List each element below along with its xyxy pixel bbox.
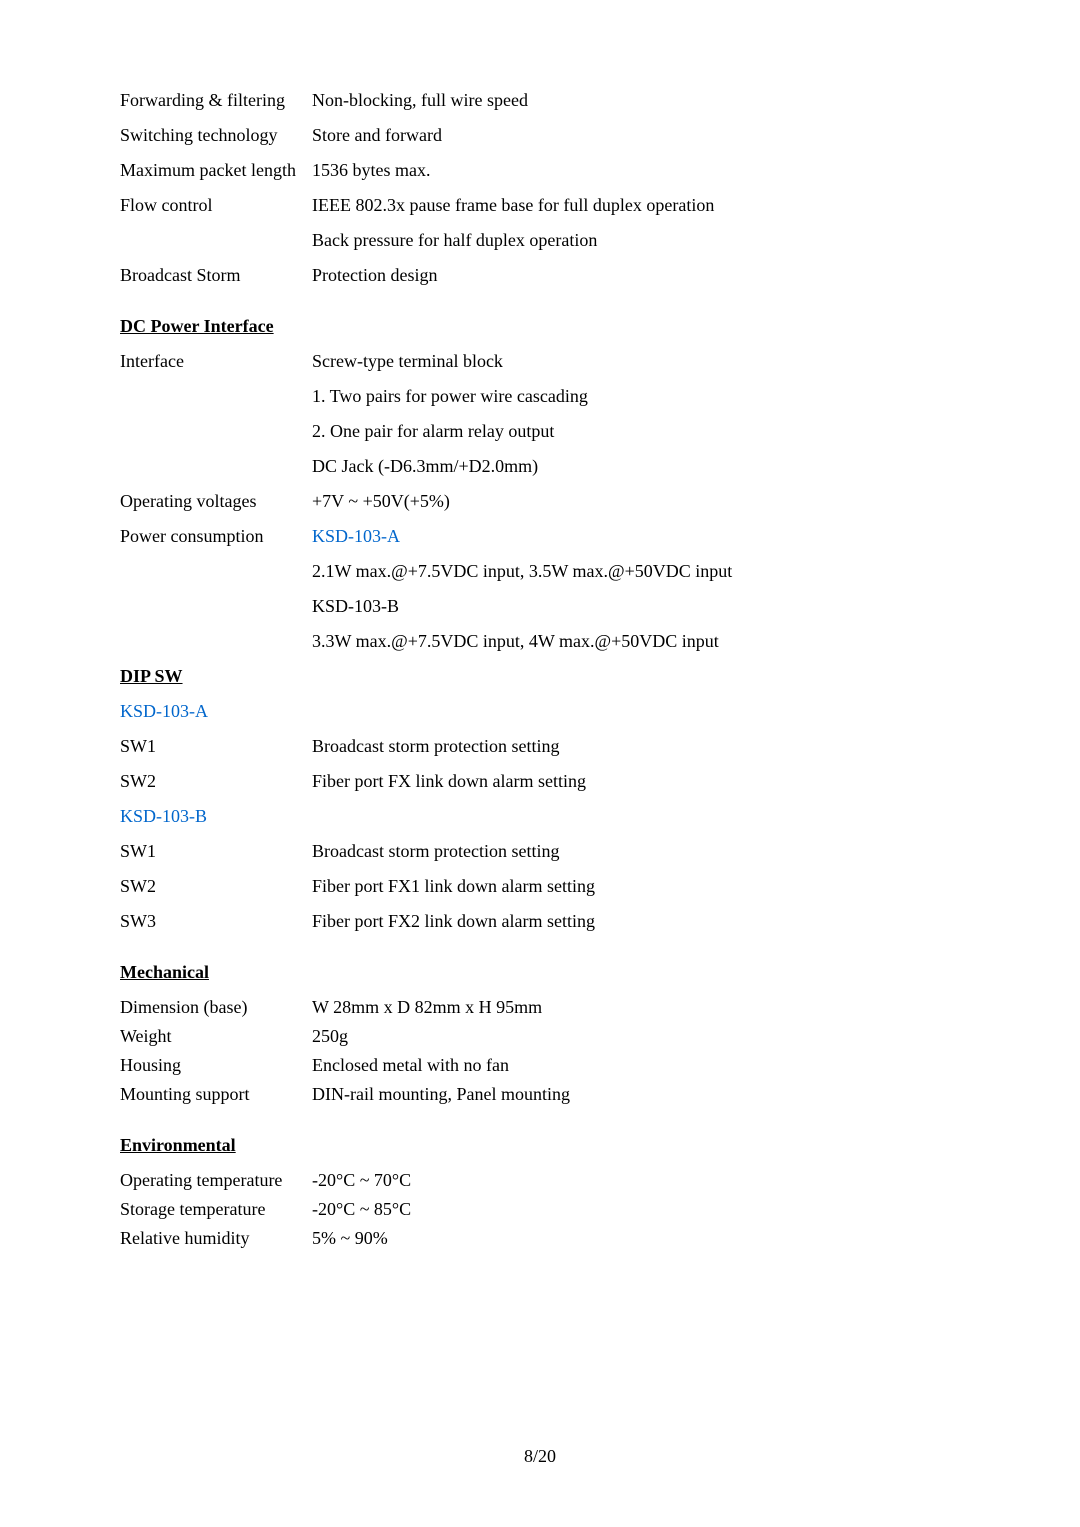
spec-row-flow-control: Flow control IEEE 802.3x pause frame bas… (120, 195, 960, 216)
spec-value: Enclosed metal with no fan (312, 1055, 960, 1076)
spec-row-housing: Housing Enclosed metal with no fan (120, 1055, 960, 1076)
spec-row-sw3-b: SW3 Fiber port FX2 link down alarm setti… (120, 911, 960, 932)
consumption-model-b-value: 3.3W max.@+7.5VDC input, 4W max.@+50VDC … (312, 631, 960, 652)
spec-label: Broadcast Storm (120, 265, 312, 286)
product-model-b: KSD-103-B (120, 806, 207, 827)
spec-value: -20°C ~ 85°C (312, 1199, 960, 1220)
dc-power-header: DC Power Interface (120, 316, 960, 337)
spec-row-op-temp: Operating temperature -20°C ~ 70°C (120, 1170, 960, 1191)
spec-row-consumption: Power consumption KSD-103-A (120, 526, 960, 547)
spec-value: Screw-type terminal block (312, 351, 960, 372)
spec-label: Flow control (120, 195, 312, 216)
spec-row-sw2-a: SW2 Fiber port FX link down alarm settin… (120, 771, 960, 792)
spec-value: +7V ~ +50V(+5%) (312, 491, 960, 512)
spec-value: -20°C ~ 70°C (312, 1170, 960, 1191)
dip-sw-model-a: KSD-103-A (120, 701, 960, 722)
product-model-a: KSD-103-A (312, 526, 960, 547)
spec-value: 1536 bytes max. (312, 160, 960, 181)
spec-value: Fiber port FX1 link down alarm setting (312, 876, 960, 897)
page-number: 8/20 (0, 1446, 1080, 1467)
spec-row-sw2-b: SW2 Fiber port FX1 link down alarm setti… (120, 876, 960, 897)
product-model-b: KSD-103-B (312, 596, 960, 617)
spec-value: Broadcast storm protection setting (312, 841, 960, 862)
page-container: Forwarding & filtering Non-blocking, ful… (0, 0, 1080, 1527)
spec-row-sw1-a: SW1 Broadcast storm protection setting (120, 736, 960, 757)
spec-row-humidity: Relative humidity 5% ~ 90% (120, 1228, 960, 1249)
spec-label: Operating voltages (120, 491, 312, 512)
spec-label: Dimension (base) (120, 997, 312, 1018)
spec-row-weight: Weight 250g (120, 1026, 960, 1047)
product-model-a: KSD-103-A (120, 701, 208, 722)
spec-label: Housing (120, 1055, 312, 1076)
spec-label: SW2 (120, 876, 312, 897)
spec-row-mounting: Mounting support DIN-rail mounting, Pane… (120, 1084, 960, 1105)
spec-value: Fiber port FX2 link down alarm setting (312, 911, 960, 932)
spec-value: Store and forward (312, 125, 960, 146)
interface-line: 1. Two pairs for power wire cascading (312, 386, 960, 407)
spec-label: Switching technology (120, 125, 312, 146)
spec-label: SW1 (120, 736, 312, 757)
spec-label: Interface (120, 351, 312, 372)
environmental-header: Environmental (120, 1135, 960, 1156)
dip-sw-model-b: KSD-103-B (120, 806, 960, 827)
mechanical-header: Mechanical (120, 962, 960, 983)
flow-control-line2: Back pressure for half duplex operation (312, 230, 960, 251)
spec-row-packet-length: Maximum packet length 1536 bytes max. (120, 160, 960, 181)
spec-label: Power consumption (120, 526, 312, 547)
spec-value: Protection design (312, 265, 960, 286)
spec-value: 250g (312, 1026, 960, 1047)
spec-label: SW3 (120, 911, 312, 932)
spec-value: DIN-rail mounting, Panel mounting (312, 1084, 960, 1105)
spec-row-broadcast-storm: Broadcast Storm Protection design (120, 265, 960, 286)
spec-row-voltages: Operating voltages +7V ~ +50V(+5%) (120, 491, 960, 512)
spec-label: SW1 (120, 841, 312, 862)
spec-value: Broadcast storm protection setting (312, 736, 960, 757)
spec-label: Forwarding & filtering (120, 90, 312, 111)
spec-label: Storage temperature (120, 1199, 312, 1220)
spec-row-switching: Switching technology Store and forward (120, 125, 960, 146)
spec-label: SW2 (120, 771, 312, 792)
spec-value: Non-blocking, full wire speed (312, 90, 960, 111)
spec-value: W 28mm x D 82mm x H 95mm (312, 997, 960, 1018)
spec-label: Relative humidity (120, 1228, 312, 1249)
spec-value: Fiber port FX link down alarm setting (312, 771, 960, 792)
spec-label: Maximum packet length (120, 160, 312, 181)
spec-row-interface: Interface Screw-type terminal block (120, 351, 960, 372)
spec-row-forwarding: Forwarding & filtering Non-blocking, ful… (120, 90, 960, 111)
dip-sw-header: DIP SW (120, 666, 960, 687)
spec-row-sw1-b: SW1 Broadcast storm protection setting (120, 841, 960, 862)
consumption-model-a-value: 2.1W max.@+7.5VDC input, 3.5W max.@+50VD… (312, 561, 960, 582)
interface-line: DC Jack (-D6.3mm/+D2.0mm) (312, 456, 960, 477)
spec-label: Weight (120, 1026, 312, 1047)
spec-label: Mounting support (120, 1084, 312, 1105)
spec-value: IEEE 802.3x pause frame base for full du… (312, 195, 960, 216)
spec-label: Operating temperature (120, 1170, 312, 1191)
spec-row-dimension: Dimension (base) W 28mm x D 82mm x H 95m… (120, 997, 960, 1018)
spec-row-storage-temp: Storage temperature -20°C ~ 85°C (120, 1199, 960, 1220)
spec-value: 5% ~ 90% (312, 1228, 960, 1249)
interface-line: 2. One pair for alarm relay output (312, 421, 960, 442)
